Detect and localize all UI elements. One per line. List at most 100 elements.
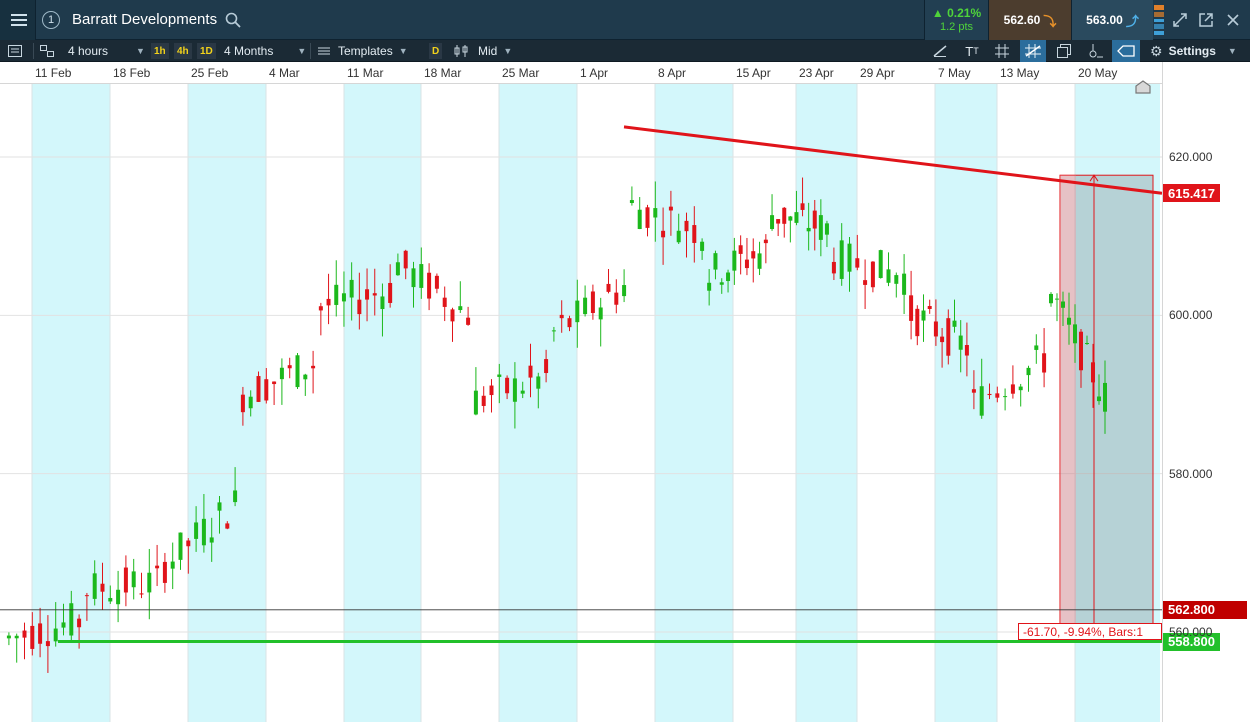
candle-body (334, 284, 339, 305)
templates-dropdown[interactable]: Templates ▼ (318, 40, 418, 62)
candles-icon (454, 45, 468, 57)
copy-icon[interactable] (1054, 40, 1074, 62)
candle-body (995, 393, 1000, 398)
candlestick-chart[interactable] (0, 84, 1162, 722)
candle-body (419, 264, 424, 288)
candle-body (915, 308, 920, 337)
candle-body (700, 241, 705, 251)
close-icon[interactable] (1220, 0, 1246, 40)
candle-body (217, 502, 222, 511)
candle-body (512, 378, 517, 402)
candle-body (6, 635, 11, 639)
candle-body (77, 618, 82, 628)
candle-body (1049, 293, 1053, 304)
chart-list-icon[interactable] (8, 40, 28, 62)
candle-body (1034, 345, 1039, 350)
buy-price-button[interactable]: 563.00 ⤴ (1071, 0, 1153, 40)
hamburger-menu-icon[interactable] (0, 0, 36, 40)
ladder-icon[interactable] (1153, 4, 1165, 36)
home-icon[interactable] (1135, 80, 1151, 94)
candle-body (349, 279, 354, 298)
candle-body (1085, 343, 1089, 345)
candle-body (225, 523, 230, 529)
candle-body (551, 330, 556, 332)
chevron-down-icon: ▼ (1227, 46, 1237, 56)
draw-line-icon[interactable] (930, 40, 950, 62)
layout-icon[interactable] (40, 40, 60, 62)
crosshair-grid-icon[interactable] (992, 40, 1012, 62)
candle-body (147, 572, 152, 593)
candle-body (567, 318, 572, 328)
candle-body (1010, 384, 1015, 394)
candle-body (481, 395, 486, 406)
expand-icon[interactable] (1168, 0, 1192, 40)
date-tick-label: 8 Apr (658, 66, 687, 80)
trend-tools-icon[interactable] (1020, 40, 1046, 62)
candle-body (676, 230, 681, 243)
candle-body (855, 258, 860, 268)
candle-body (92, 573, 97, 599)
candle-body (870, 261, 875, 288)
candle-body (84, 595, 89, 597)
candle-body (108, 597, 113, 602)
candle-body (365, 289, 370, 300)
candle-body (1067, 317, 1071, 325)
candle-body (116, 589, 121, 605)
candle-body (863, 280, 868, 285)
candle-body (971, 389, 976, 393)
instrument-title: Barratt Developments (72, 11, 218, 28)
candle-body (598, 307, 603, 320)
candle-body (466, 317, 471, 325)
date-tick-label: 11 Mar (347, 66, 384, 80)
interval-dropdown[interactable]: 4 hours ▼ (68, 40, 148, 62)
candle-body (357, 299, 362, 315)
candle-body (272, 381, 277, 385)
candle-body (946, 318, 951, 356)
candle-body (155, 565, 160, 569)
price-tick-label: 620.000 (1169, 150, 1213, 164)
support-price-tag: 558.800 (1163, 632, 1220, 651)
settings-label: Settings (1168, 44, 1216, 58)
candle-body (726, 272, 731, 282)
alert-tag-icon[interactable] (1112, 40, 1140, 62)
candle-body (661, 230, 666, 238)
candle-body (782, 207, 787, 224)
price-type-dropdown[interactable]: Mid ▼ (454, 40, 524, 62)
gear-icon: ⚙ (1150, 42, 1163, 59)
interval-4h-button[interactable]: 4h (174, 43, 192, 59)
price-axis[interactable]: 615.417 562.800 558.800 620.000 600.000 58… (1162, 62, 1250, 722)
popout-icon[interactable] (1194, 0, 1218, 40)
candle-body (544, 359, 549, 374)
candle-body (886, 269, 891, 283)
candle-body (450, 309, 455, 322)
candle-body (14, 635, 19, 639)
candle-body (794, 212, 799, 223)
candle-body (61, 622, 66, 628)
templates-icon (318, 47, 330, 55)
search-icon[interactable] (225, 12, 241, 28)
range-dropdown[interactable]: 4 Months ▼ (224, 40, 308, 62)
chevron-down-icon: ▼ (136, 46, 145, 56)
d-chip-button[interactable]: D (429, 43, 443, 59)
interval-1h-button[interactable]: 1h (151, 43, 169, 59)
buy-arrow-icon: ⤴ (1125, 13, 1139, 29)
time-axis: 11 Feb 18 Feb 25 Feb 4 Mar 11 Mar 18 Mar 25 Ma… (0, 62, 1162, 84)
candle-body (45, 641, 50, 647)
workspace-number-button[interactable]: 1 (36, 0, 66, 40)
interval-1d-button[interactable]: 1D (197, 43, 216, 59)
indicator-icon[interactable] (1086, 40, 1106, 62)
chevron-down-icon: ▼ (503, 46, 513, 56)
range-label: 4 Months (224, 44, 274, 58)
candle-body (295, 355, 300, 388)
candle-body (958, 335, 963, 350)
settings-dropdown[interactable]: ⚙ Settings ▼ (1150, 40, 1246, 62)
candle-body (458, 306, 463, 311)
candle-body (38, 623, 43, 644)
candle-body (388, 282, 393, 303)
sell-price-button[interactable]: 562.60 ⤵ (988, 0, 1071, 40)
measure-box-bar (1060, 175, 1076, 642)
candle-body (1091, 362, 1095, 383)
workspace-number: 1 (42, 11, 60, 29)
candle-body (186, 540, 191, 547)
